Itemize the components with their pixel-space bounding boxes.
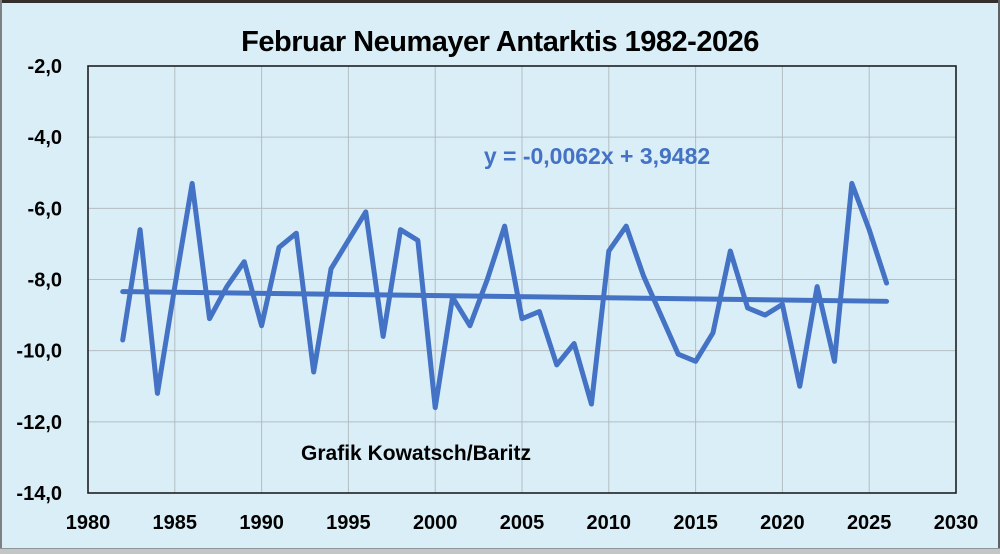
x-tick-label: 2020 <box>760 512 805 534</box>
x-tick-label: 1980 <box>66 512 111 534</box>
x-tick-label: 1985 <box>153 512 198 534</box>
x-tick-label: 2025 <box>847 512 892 534</box>
y-tick-label: -12,0 <box>16 412 62 434</box>
y-tick-label: -2,0 <box>28 56 62 78</box>
x-tick-label: 2000 <box>413 512 458 534</box>
window-border-right <box>998 0 1000 554</box>
x-tick-label: 2010 <box>587 512 632 534</box>
temperature-series-line <box>120 180 890 411</box>
y-tick-label: -10,0 <box>16 341 62 363</box>
y-tick-label: -6,0 <box>28 198 62 220</box>
x-tick-label: 1990 <box>239 512 284 534</box>
window-border-left <box>0 0 2 554</box>
x-tick-label: 1995 <box>326 512 371 534</box>
x-tick-label: 2030 <box>934 512 979 534</box>
trend-equation-label: y = -0,0062x + 3,9482 <box>483 143 711 169</box>
trend-line <box>120 289 890 304</box>
x-tick-label: 2005 <box>500 512 545 534</box>
credit-label: Grafik Kowatsch/Baritz <box>301 442 531 465</box>
plot-frame <box>87 65 957 494</box>
chart-title: Februar Neumayer Antarktis 1982-2026 <box>241 26 759 58</box>
y-tick-label: -4,0 <box>28 127 62 149</box>
window-border-bottom <box>0 548 1000 554</box>
window-border-top <box>0 0 1000 3</box>
x-tick-label: 2015 <box>673 512 718 534</box>
y-tick-label: -14,0 <box>16 483 62 505</box>
y-tick-label: -8,0 <box>28 270 62 292</box>
